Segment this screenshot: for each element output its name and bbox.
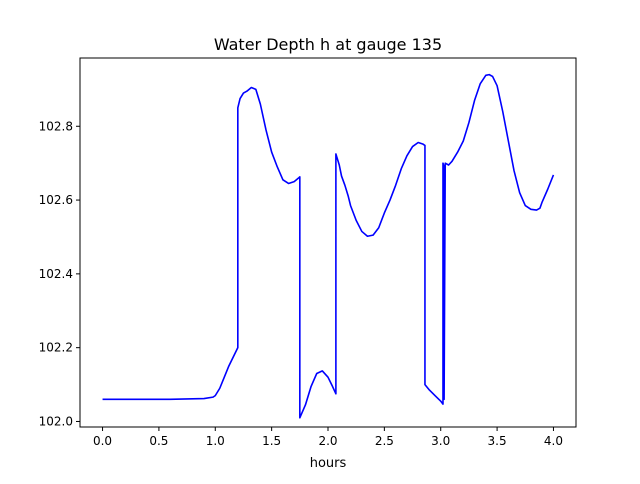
plot-frame xyxy=(79,57,577,428)
x-tick-label: 3.5 xyxy=(488,434,507,448)
plot-area xyxy=(80,58,576,427)
y-tick-label: 102.8 xyxy=(39,119,73,133)
x-tick-label: 0.5 xyxy=(149,434,168,448)
x-tick-label: 2.5 xyxy=(375,434,394,448)
x-tick-label: 4.0 xyxy=(544,434,563,448)
y-tick-label: 102.4 xyxy=(39,267,73,281)
x-axis-label: hours xyxy=(310,456,347,471)
y-axis-ticks: 102.0 102.2 102.4 102.6 102.8 xyxy=(39,119,80,428)
series-line xyxy=(102,73,555,419)
chart-title: Water Depth h at gauge 135 xyxy=(214,35,442,54)
y-tick-label: 102.6 xyxy=(39,193,73,207)
y-tick-label: 102.0 xyxy=(39,414,73,428)
series-layer xyxy=(102,73,555,419)
x-tick-label: 1.0 xyxy=(206,434,225,448)
x-axis-ticks: 0.0 0.5 1.0 1.5 2.0 2.5 3.0 3.5 4.0 xyxy=(93,427,563,448)
x-tick-label: 0.0 xyxy=(93,434,112,448)
y-tick-label: 102.2 xyxy=(39,341,73,355)
x-tick-label: 3.0 xyxy=(431,434,450,448)
x-tick-label: 1.5 xyxy=(262,434,281,448)
x-tick-label: 2.0 xyxy=(318,434,337,448)
